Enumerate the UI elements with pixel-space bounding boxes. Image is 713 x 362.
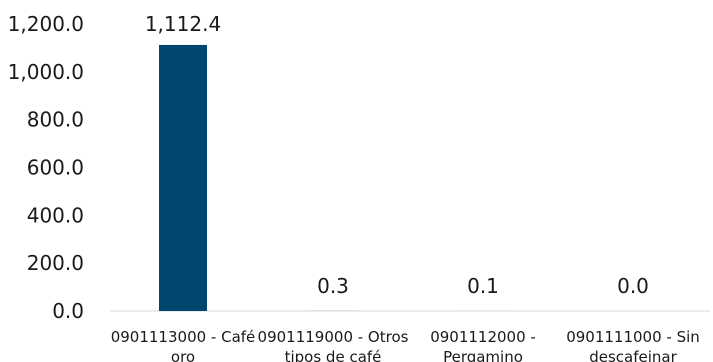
data-labels: 1,112.4 0.3 0.1 0.0 bbox=[145, 12, 649, 298]
y-tick-label: 200.0 bbox=[27, 251, 84, 275]
bar bbox=[159, 44, 207, 312]
x-tick-label: 0901119000 - Otros bbox=[258, 328, 409, 346]
y-tick-label: 1,000.0 bbox=[8, 60, 84, 84]
x-tick-label: oro bbox=[171, 348, 195, 362]
y-tick-label: 600.0 bbox=[27, 156, 84, 180]
data-label: 0.3 bbox=[317, 274, 349, 298]
x-tick-label: descafeinar bbox=[589, 348, 677, 362]
category-labels: 0901113000 - Café oro 0901119000 - Otros ti… bbox=[111, 328, 700, 362]
data-label: 0.1 bbox=[467, 274, 499, 298]
data-label: 1,112.4 bbox=[145, 12, 221, 36]
x-tick-label: 0901111000 - Sin bbox=[566, 328, 700, 346]
x-tick-label: tipos de café bbox=[285, 348, 382, 362]
y-tick-label: 800.0 bbox=[27, 108, 84, 132]
x-tick-label: 0901113000 - Café bbox=[111, 328, 256, 346]
y-axis-ticks: 0.0 200.0 400.0 600.0 800.0 1,000.0 1,200.0 bbox=[8, 12, 84, 323]
bars bbox=[159, 44, 507, 312]
y-tick-label: 1,200.0 bbox=[8, 12, 84, 36]
y-tick-label: 0.0 bbox=[52, 299, 84, 323]
y-tick-label: 400.0 bbox=[27, 203, 84, 227]
data-label: 0.0 bbox=[617, 274, 649, 298]
x-tick-label: Pergamino bbox=[443, 348, 523, 362]
x-tick-label: 0901112000 - bbox=[430, 328, 536, 346]
